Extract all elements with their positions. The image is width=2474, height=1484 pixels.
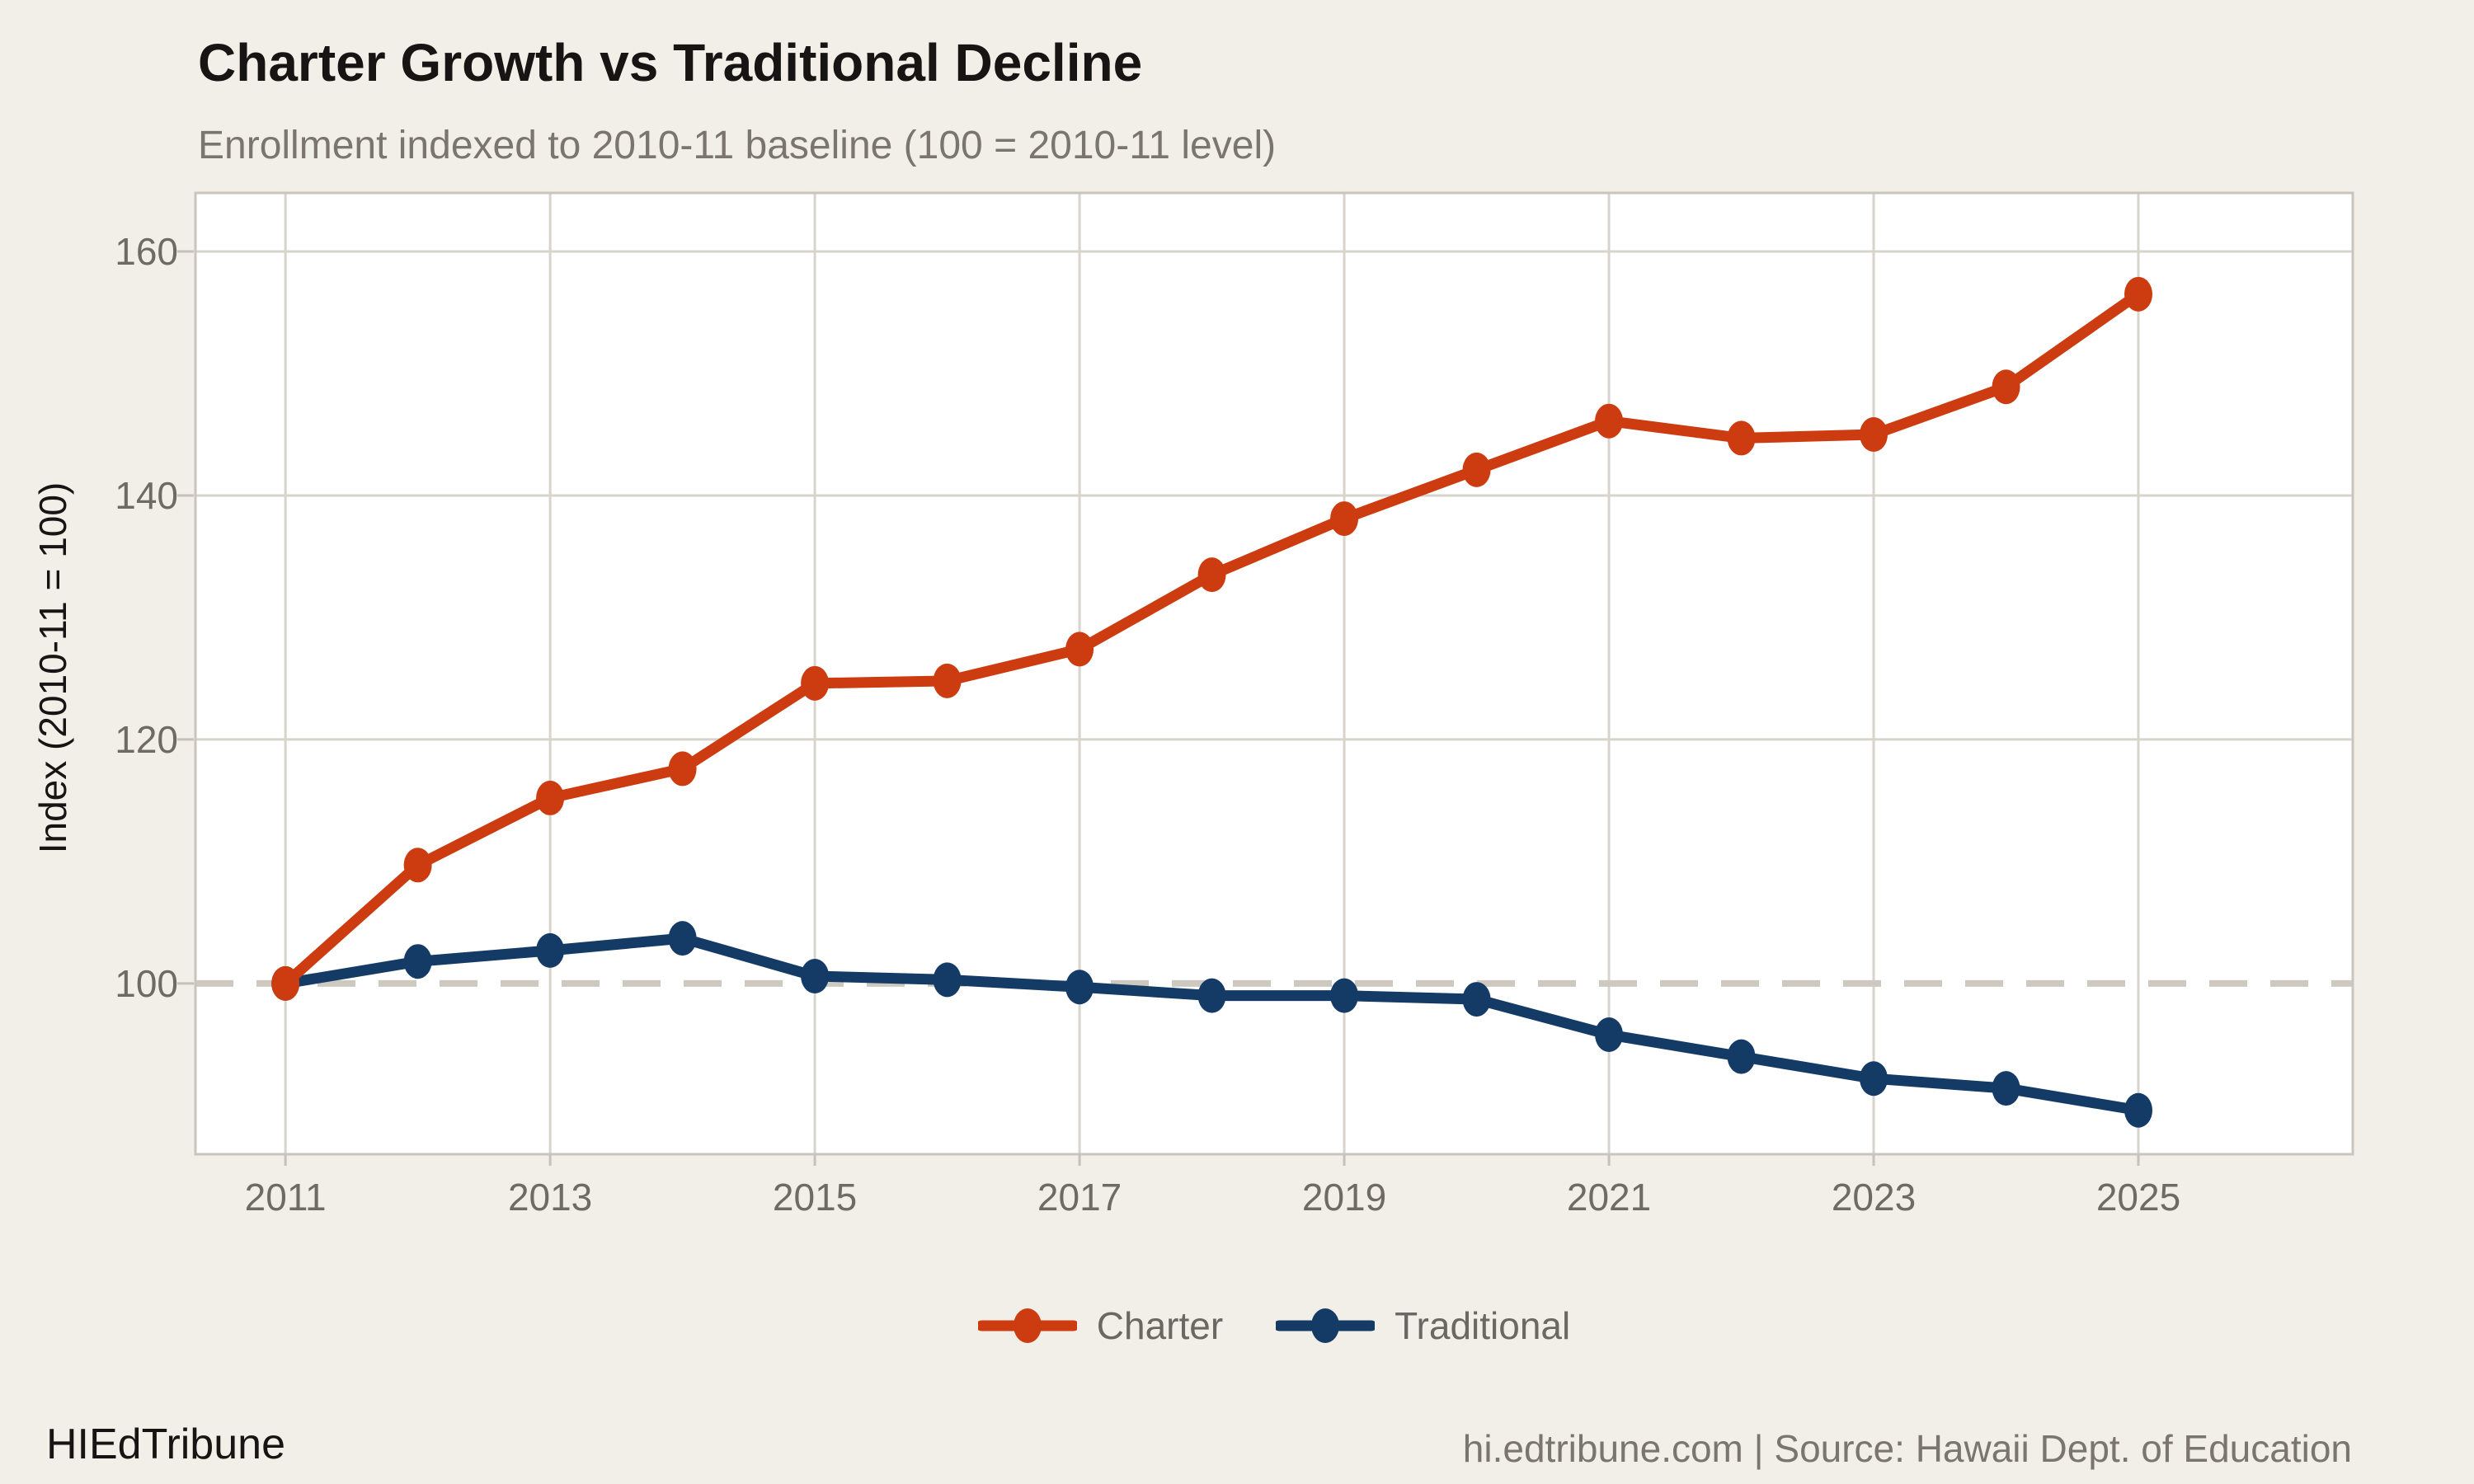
x-tick-label: 2015 [772, 1176, 858, 1219]
charter-legend-marker-icon [977, 1308, 1077, 1343]
y-axis-title: Index (2010-11 = 100) [31, 481, 74, 854]
charter-marker [1330, 501, 1359, 537]
charter-line [280, 289, 2144, 989]
x-tick-label: 2025 [2095, 1176, 2181, 1219]
traditional-marker [1330, 978, 1359, 1013]
charter-marker [668, 751, 697, 787]
charter-marker [403, 848, 432, 883]
y-tick-label: 100 [115, 961, 178, 1005]
x-tick-label: 2013 [507, 1176, 593, 1219]
plot-border [194, 191, 2354, 1156]
legend-item-charter-label: Charter [1096, 1304, 1224, 1347]
x-tick-label: 2021 [1566, 1176, 1652, 1219]
legend-item-traditional-label: Traditional [1395, 1304, 1571, 1347]
charter-marker [1727, 420, 1756, 456]
traditional-marker [933, 962, 962, 998]
legend: Charter Traditional [195, 1296, 2353, 1355]
legend-item-traditional: Traditional [1276, 1299, 1570, 1352]
traditional-marker [536, 932, 565, 968]
charter-marker [536, 780, 565, 815]
charter-marker [271, 965, 300, 1001]
line-chart-canvas [177, 191, 2354, 1166]
traditional-marker [668, 921, 697, 956]
traditional-marker [2124, 1092, 2153, 1128]
y-tick-label: 120 [115, 717, 178, 761]
x-tick-label: 2011 [244, 1176, 327, 1219]
charter-marker [1992, 369, 2020, 405]
traditional-marker [1462, 982, 1491, 1017]
y-tick-label: 140 [115, 473, 178, 517]
traditional-marker [1992, 1071, 2020, 1106]
traditional-marker [1595, 1017, 1624, 1052]
traditional-marker [1727, 1039, 1756, 1074]
legend-item-charter: Charter [977, 1299, 1224, 1352]
x-tick-label: 2019 [1301, 1176, 1387, 1219]
traditional-marker [1860, 1061, 1888, 1097]
charter-marker [1595, 403, 1624, 439]
chart-subtitle: Enrollment indexed to 2010-11 baseline (… [198, 124, 1277, 167]
footer-source: hi.edtribune.com | Source: Hawaii Dept. … [1462, 1427, 2352, 1470]
charter-marker [1065, 632, 1094, 667]
charter-marker [801, 665, 830, 701]
y-tick-label: 160 [115, 230, 178, 274]
charter-marker [1197, 557, 1226, 593]
x-tick-label: 2023 [1831, 1176, 1917, 1219]
x-tick-label: 2017 [1037, 1176, 1122, 1219]
charter-marker [1462, 452, 1491, 487]
charter-marker [2124, 276, 2153, 312]
traditional-marker [1065, 970, 1094, 1005]
chart-title: Charter Growth vs Traditional Decline [198, 33, 1143, 92]
traditional-marker [801, 958, 830, 993]
traditional-marker [1197, 978, 1226, 1013]
traditional-legend-marker-icon [1276, 1308, 1376, 1343]
footer-brand: HIEdTribune [46, 1421, 285, 1468]
charter-marker [1860, 416, 1888, 452]
plot-area [177, 191, 2354, 1166]
traditional-line [280, 932, 2144, 1116]
traditional-marker [403, 944, 432, 979]
charter-marker [933, 663, 962, 698]
